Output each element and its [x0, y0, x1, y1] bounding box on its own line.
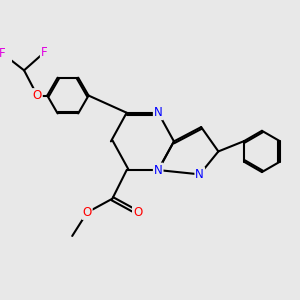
Text: N: N	[154, 164, 163, 177]
Text: N: N	[154, 106, 163, 119]
Text: O: O	[33, 89, 42, 102]
Text: O: O	[133, 206, 142, 219]
Text: N: N	[195, 168, 204, 181]
Text: O: O	[82, 206, 92, 219]
Text: F: F	[41, 46, 47, 59]
Text: F: F	[0, 46, 5, 60]
